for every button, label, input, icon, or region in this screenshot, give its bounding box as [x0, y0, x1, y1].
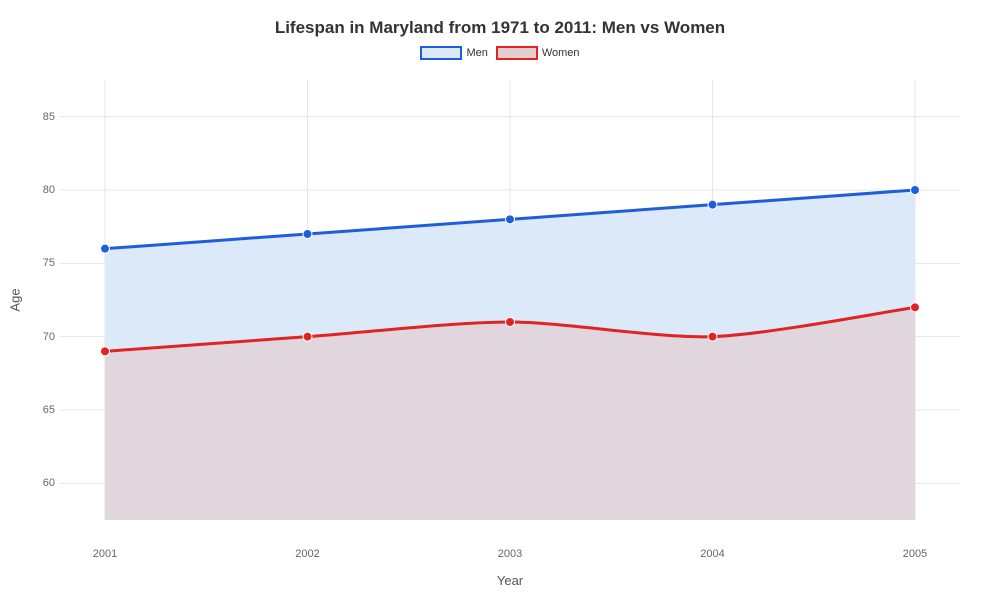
y-tick: 85: [35, 111, 55, 123]
legend-label-women: Women: [542, 47, 580, 59]
x-tick: 2001: [93, 548, 117, 560]
x-tick: 2005: [903, 548, 927, 560]
plot-area: [60, 80, 960, 520]
chart-title: Lifespan in Maryland from 1971 to 2011: …: [0, 0, 1000, 46]
y-axis-label: Age: [8, 288, 23, 311]
legend-item-women[interactable]: Women: [496, 46, 580, 60]
legend-item-men[interactable]: Men: [420, 46, 487, 60]
y-tick: 75: [35, 257, 55, 269]
legend-swatch-women: [496, 46, 538, 60]
x-axis-label: Year: [497, 573, 523, 588]
y-tick: 65: [35, 404, 55, 416]
x-tick: 2003: [498, 548, 522, 560]
y-tick: 80: [35, 184, 55, 196]
y-tick: 60: [35, 477, 55, 489]
legend-swatch-men: [420, 46, 462, 60]
chart-container: Lifespan in Maryland from 1971 to 2011: …: [0, 0, 1000, 600]
plot-svg: [60, 80, 960, 520]
x-tick: 2002: [295, 548, 319, 560]
legend: Men Women: [0, 46, 1000, 60]
legend-label-men: Men: [466, 47, 487, 59]
x-tick: 2004: [700, 548, 724, 560]
y-tick: 70: [35, 331, 55, 343]
